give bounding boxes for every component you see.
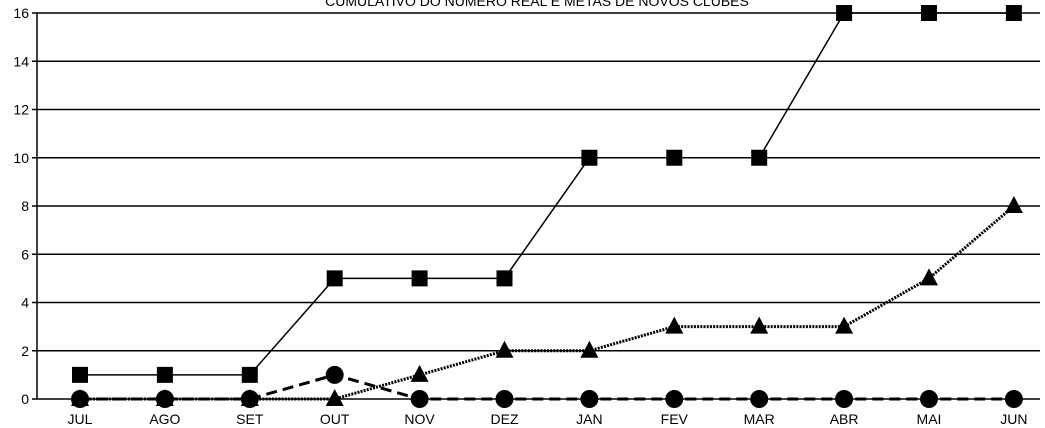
- square-marker: [72, 366, 88, 383]
- triangle-marker: [410, 364, 429, 382]
- circle-marker: [835, 390, 854, 408]
- x-tick-label: FEV: [661, 411, 689, 427]
- y-tick-label: 12: [13, 102, 29, 118]
- square-marker: [666, 149, 683, 166]
- triangle-marker: [580, 340, 599, 358]
- chart-title: CUMULATIVO DO NÚMERO REAL E METAS DE NOV…: [325, 0, 749, 9]
- circle-marker: [665, 390, 684, 408]
- x-tick-label: MAR: [744, 411, 775, 427]
- x-tick-label: AGO: [149, 411, 180, 427]
- triangle-marker: [920, 268, 938, 286]
- square-marker: [581, 149, 598, 166]
- circle-marker: [1004, 390, 1023, 408]
- series-layer: [71, 5, 1023, 408]
- triangle-marker: [665, 316, 684, 334]
- square-marker: [921, 5, 937, 21]
- circle-marker: [240, 390, 259, 408]
- y-tick-label: 2: [21, 343, 29, 359]
- x-tick-label: ABR: [830, 411, 859, 427]
- y-tick-label: 8: [21, 198, 29, 214]
- circle-marker: [920, 390, 938, 408]
- circle-marker: [325, 365, 344, 384]
- series-square-line: [80, 12, 1014, 376]
- x-tick-label: SET: [236, 411, 264, 427]
- x-tick-label: OUT: [320, 411, 350, 427]
- y-axis: 0 2 4 6 8 10 12 14 16: [13, 5, 38, 407]
- circle-marker: [410, 390, 429, 408]
- x-tick-label: MAI: [917, 411, 942, 427]
- square-marker: [1005, 5, 1022, 21]
- gridlines: [37, 12, 1040, 400]
- y-tick-label: 4: [21, 295, 29, 311]
- y-tick-label: 6: [21, 246, 29, 262]
- triangle-marker: [750, 316, 769, 334]
- circle-marker: [155, 390, 174, 408]
- y-tick-label: 10: [13, 150, 29, 166]
- x-tick-label: DEZ: [491, 411, 519, 427]
- square-marker: [836, 5, 853, 21]
- series-triangle-line: [80, 204, 1015, 401]
- circle-marker: [495, 390, 514, 408]
- y-tick-label: 14: [13, 53, 29, 69]
- x-tick-label: JUN: [1000, 411, 1027, 427]
- y-tick-label: 0: [21, 391, 29, 407]
- y-tick-label: 16: [13, 5, 29, 21]
- square-marker: [751, 149, 768, 166]
- series-circle-line: [80, 373, 1014, 401]
- circle-marker: [71, 390, 89, 408]
- triangle-marker: [325, 389, 344, 406]
- x-axis: JUL AGO SET OUT NOV DEZ JAN FEV MAR ABR MAI JUN: [68, 399, 1028, 427]
- x-tick-label: JAN: [576, 411, 602, 427]
- square-marker: [496, 270, 513, 287]
- square-marker: [411, 270, 428, 287]
- triangle-marker: [495, 340, 514, 358]
- circle-marker: [580, 390, 599, 408]
- x-tick-label: JUL: [68, 411, 93, 427]
- circle-marker: [750, 390, 769, 408]
- triangle-marker: [1004, 196, 1023, 213]
- triangle-marker: [835, 316, 854, 334]
- square-marker: [156, 366, 173, 383]
- square-marker: [241, 366, 258, 383]
- square-marker: [326, 270, 343, 287]
- x-tick-label: NOV: [404, 411, 435, 427]
